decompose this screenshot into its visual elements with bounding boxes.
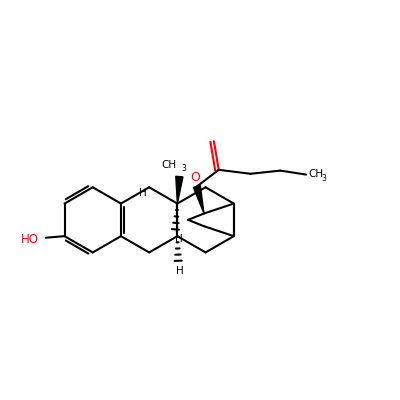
Text: CH: CH	[162, 160, 177, 170]
Text: CH: CH	[308, 169, 324, 179]
Polygon shape	[176, 176, 183, 204]
Text: HO: HO	[21, 233, 39, 246]
Text: 3: 3	[182, 164, 187, 172]
Text: H: H	[176, 234, 183, 244]
Polygon shape	[193, 186, 204, 214]
Text: O: O	[190, 171, 200, 184]
Text: H: H	[139, 188, 147, 198]
Text: H: H	[176, 266, 184, 276]
Text: 3: 3	[322, 174, 326, 183]
